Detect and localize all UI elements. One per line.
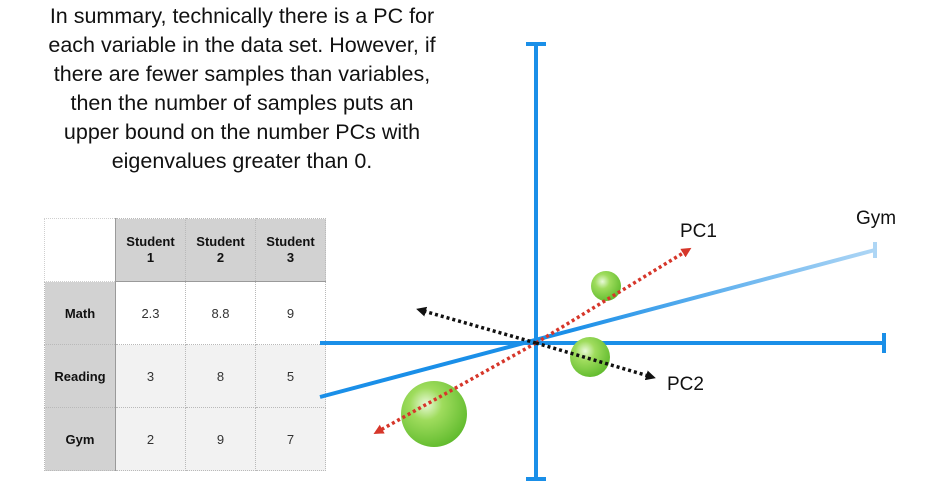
data-point (591, 271, 621, 301)
summary-line: each variable in the data set. However, … (48, 33, 436, 57)
table-cell: 2.3 (115, 281, 186, 345)
summary-line: upper bound on the number PCs with (63, 120, 421, 144)
table-header-row: Student 1 Student 2 Student 3 (44, 218, 326, 282)
table-row: Gym 2 9 7 (44, 407, 326, 471)
data-point (570, 337, 610, 377)
summary-line: eigenvalues greater than 0. (111, 149, 373, 173)
table-cell: 8.8 (185, 281, 256, 345)
table-cell: 9 (185, 407, 256, 471)
pc1-label: PC1 (680, 221, 717, 242)
gym-axis-label: Gym (856, 208, 896, 229)
table-cell: 8 (185, 344, 256, 408)
table-cell: 7 (255, 407, 326, 471)
column-header-student-2: Student 2 (185, 218, 256, 282)
data-point (401, 381, 467, 447)
summary-line: In summary, technically there is a PC fo… (49, 4, 435, 28)
pc1-arrow-lower (373, 341, 537, 434)
table-cell: 3 (115, 344, 186, 408)
column-header-student-3: Student 3 (255, 218, 326, 282)
gym-axis (319, 248, 876, 399)
pc2-label: PC2 (667, 374, 704, 395)
table-row: Reading 3 8 5 (44, 344, 326, 408)
summary-line: there are fewer samples than variables, (53, 62, 431, 86)
row-header-reading: Reading (44, 344, 116, 408)
table-cell: 5 (255, 344, 326, 408)
pc2-arrow-right (535, 341, 656, 381)
student-scores-table: Student 1 Student 2 Student 3 Math 2.3 8.8 … (44, 218, 326, 471)
table-row: Math 2.3 8.8 9 (44, 281, 326, 345)
pc2-arrow-left (416, 306, 537, 345)
row-header-math: Math (44, 281, 116, 345)
summary-text: In summary, technically there is a PC fo… (0, 2, 484, 176)
summary-line: then the number of samples puts an (70, 91, 414, 115)
